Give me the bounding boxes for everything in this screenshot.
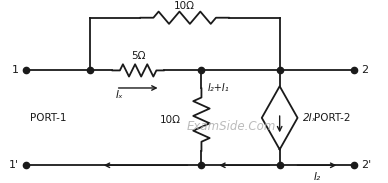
Text: 10Ω: 10Ω: [174, 1, 195, 11]
Text: ExamSide.Com: ExamSide.Com: [187, 120, 276, 133]
Text: I₂+I₁: I₂+I₁: [208, 83, 230, 93]
Text: 1: 1: [12, 65, 19, 75]
Text: PORT-2: PORT-2: [314, 113, 350, 123]
Text: I₂: I₂: [314, 172, 320, 182]
Text: 2Iₓ: 2Iₓ: [303, 113, 317, 123]
Text: 2: 2: [362, 65, 369, 75]
Text: 5Ω: 5Ω: [131, 51, 146, 61]
Text: 2': 2': [362, 160, 372, 170]
Text: Iₓ: Iₓ: [116, 90, 123, 100]
Text: 1': 1': [9, 160, 19, 170]
Text: PORT-1: PORT-1: [30, 113, 67, 123]
Text: 10Ω: 10Ω: [160, 115, 181, 125]
